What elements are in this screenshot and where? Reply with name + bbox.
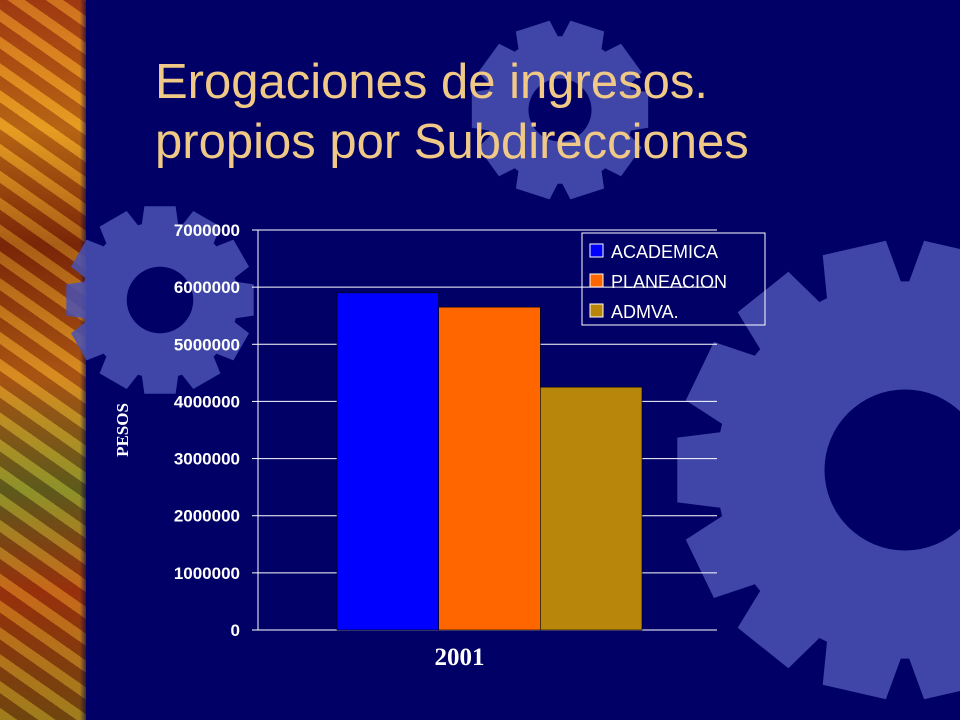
bar-academica — [336, 292, 439, 631]
legend-swatch — [589, 273, 604, 288]
y-tick-label: 3000000 — [174, 450, 240, 469]
y-tick-label: 1000000 — [174, 564, 240, 583]
legend-label: ADMVA. — [611, 302, 679, 322]
gear-right-icon-hub — [824, 389, 960, 551]
gear-left-icon-hub — [126, 266, 194, 334]
x-axis-categories: 2001 — [435, 644, 485, 671]
y-tick-label: 5000000 — [174, 335, 240, 354]
legend-label: PLANEACION — [611, 272, 727, 292]
gear-right-icon — [677, 240, 960, 700]
slide-title-line-1: Erogaciones de ingresos. — [155, 55, 708, 109]
legend-box — [581, 232, 766, 326]
y-tick-label: 6000000 — [174, 278, 240, 297]
slide-title: Erogaciones de ingresos. propios por Sub… — [155, 52, 935, 172]
gear-top-icon-hub — [528, 78, 592, 142]
decorative-left-strip — [0, 0, 86, 720]
bar-planeacion — [438, 306, 541, 631]
chart-legend: ACADEMICA PLANEACION ADMVA. — [581, 232, 766, 326]
x-category-label: 2001 — [435, 644, 485, 671]
bar-admva — [540, 386, 643, 631]
legend-label: ACADEMICA — [611, 242, 718, 262]
y-tick-label: 0 — [231, 621, 240, 640]
y-tick-label: 2000000 — [174, 507, 240, 526]
chart-bars — [336, 292, 643, 631]
slide-title-line-2: propios por Subdirecciones — [155, 115, 749, 169]
y-tick-label: 7000000 — [174, 221, 240, 240]
legend-swatch — [589, 243, 604, 258]
legend-swatch — [589, 303, 604, 318]
y-axis-ticks: 0 1000000 2000000 3000000 4000000 5000000 6000… — [174, 221, 240, 640]
y-tick-label: 4000000 — [174, 392, 240, 411]
y-axis-label: PESOS — [113, 403, 132, 457]
